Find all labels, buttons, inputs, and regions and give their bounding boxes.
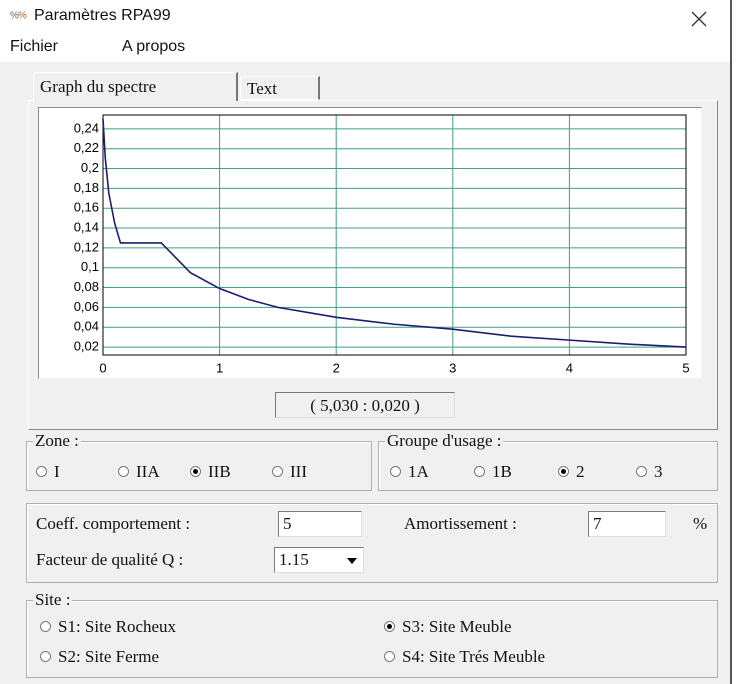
tab[interactable]: Graph du spectre [33, 72, 238, 101]
y-tick-label: 0,14 [74, 219, 99, 234]
radio-label: S2: Site Ferme [58, 647, 159, 667]
radio-label: IIB [208, 462, 231, 482]
app-icon: %% [10, 8, 28, 24]
tab[interactable]: Text [240, 76, 320, 100]
radio-button[interactable] [636, 466, 647, 477]
radio-button[interactable] [118, 466, 129, 477]
q-label: Facteur de qualité Q : [36, 550, 183, 570]
y-tick-label: 0,18 [74, 180, 99, 195]
radio-label: 1A [408, 462, 429, 482]
zone-group: Zone : [26, 441, 372, 491]
y-tick-label: 0,16 [74, 200, 99, 215]
group-label: Site : [33, 590, 72, 610]
menu-item[interactable]: A propos [122, 38, 185, 56]
radio-label: IIA [136, 462, 160, 482]
y-tick-label: 0,08 [74, 279, 99, 294]
page: %% Paramètres RPA99 0,020,040,060,080,10… [0, 0, 739, 684]
y-tick-label: 0,04 [74, 319, 99, 334]
radio-button[interactable] [384, 651, 395, 662]
radio-button[interactable] [390, 466, 401, 477]
radio-button[interactable] [40, 651, 51, 662]
group-label: Zone : [33, 431, 81, 451]
q-value: 1.15 [279, 550, 309, 569]
y-tick-label: 0,02 [74, 339, 99, 354]
radio-label: 1B [492, 462, 512, 482]
q-select[interactable]: 1.15 [274, 547, 364, 573]
close-button[interactable] [690, 10, 708, 28]
amort-label: Amortissement : [404, 514, 517, 534]
y-tick-label: 0,24 [74, 120, 99, 135]
radio-label: S3: Site Meuble [402, 617, 512, 637]
coeff-label: Coeff. comportement : [36, 514, 190, 534]
dropdown-arrow [343, 551, 361, 569]
radio-button[interactable] [558, 466, 569, 477]
plot-border [103, 115, 686, 355]
x-tick-label: 5 [682, 360, 689, 375]
radio-button[interactable] [384, 621, 395, 632]
spectrum-line [103, 119, 686, 347]
radio-button[interactable] [36, 466, 47, 477]
radio-label: 3 [654, 462, 663, 482]
x-tick-label: 0 [99, 360, 106, 375]
y-tick-label: 0,12 [74, 239, 99, 254]
x-tick-label: 3 [449, 360, 456, 375]
y-tick-label: 0,1 [81, 259, 99, 274]
y-tick-label: 0,2 [81, 160, 99, 175]
dialog: %% Paramètres RPA99 0,020,040,060,080,10… [0, 0, 732, 684]
window-title: Paramètres RPA99 [34, 7, 171, 25]
x-tick-label: 4 [566, 360, 573, 375]
radio-button[interactable] [272, 466, 283, 477]
radio-label: S4: Site Trés Meuble [402, 647, 545, 667]
radio-label: 2 [576, 462, 585, 482]
coeff-input[interactable]: 5 [278, 511, 362, 537]
radio-button[interactable] [190, 466, 201, 477]
svg-text:%: % [18, 11, 27, 22]
radio-button[interactable] [474, 466, 485, 477]
radio-button[interactable] [40, 621, 51, 632]
y-tick-label: 0,06 [74, 299, 99, 314]
y-tick-label: 0,22 [74, 140, 99, 155]
x-tick-label: 1 [216, 360, 223, 375]
amort-input[interactable]: 7 [588, 511, 666, 537]
menu-item[interactable]: Fichier [10, 38, 58, 56]
radio-label: S1: Site Rocheux [58, 617, 176, 637]
groupe-group: Groupe d'usage : [378, 441, 718, 491]
group-label: Groupe d'usage : [385, 431, 503, 451]
chart: 0,02 0,04 0,06 0,08 0,1 0,12 0,14 0,16 0,18 0,2 0,… [38, 108, 706, 378]
amort-unit: % [693, 514, 707, 534]
x-tick-label: 2 [333, 360, 340, 375]
radio-label: III [290, 462, 307, 482]
cursor-readout: ( 5,030 : 0,020 ) [275, 392, 455, 418]
radio-label: I [54, 462, 60, 482]
